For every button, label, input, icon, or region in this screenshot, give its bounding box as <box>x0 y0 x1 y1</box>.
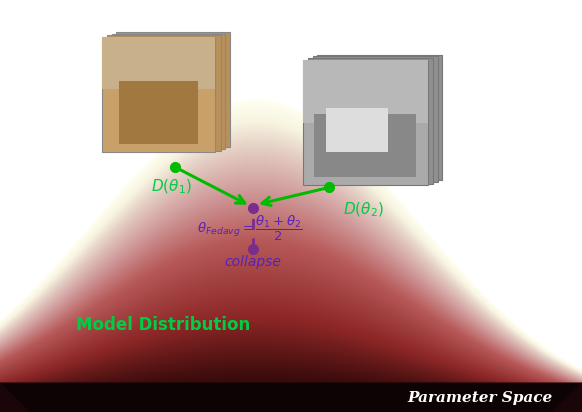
Bar <box>317 55 442 180</box>
Text: Model Distribution: Model Distribution <box>76 316 250 334</box>
Text: collapse: collapse <box>225 255 282 269</box>
Text: Parameter Space: Parameter Space <box>407 391 553 405</box>
Text: $\theta_{\it{Fedavg}}$$=\dfrac{\theta_1+\theta_2}{2}$: $\theta_{\it{Fedavg}}$$=\dfrac{\theta_1+… <box>197 214 303 243</box>
Bar <box>313 56 438 182</box>
Polygon shape <box>0 383 29 412</box>
Bar <box>102 37 215 152</box>
Bar <box>116 32 230 147</box>
Polygon shape <box>553 383 582 412</box>
Bar <box>119 81 198 144</box>
Bar <box>326 108 388 152</box>
Bar <box>303 60 428 185</box>
Bar <box>314 114 416 177</box>
Bar <box>308 58 433 184</box>
Text: $D(\theta_2)$: $D(\theta_2)$ <box>343 201 384 219</box>
Text: $D(\theta_1)$: $D(\theta_1)$ <box>151 178 192 196</box>
Polygon shape <box>0 383 582 412</box>
Bar <box>112 34 225 149</box>
Bar <box>107 35 221 151</box>
Bar <box>303 60 428 123</box>
Bar <box>102 37 215 89</box>
